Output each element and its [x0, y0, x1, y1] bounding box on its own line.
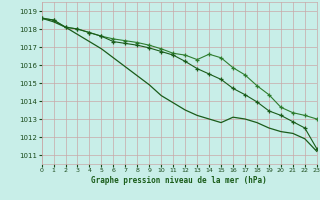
X-axis label: Graphe pression niveau de la mer (hPa): Graphe pression niveau de la mer (hPa): [91, 176, 267, 185]
